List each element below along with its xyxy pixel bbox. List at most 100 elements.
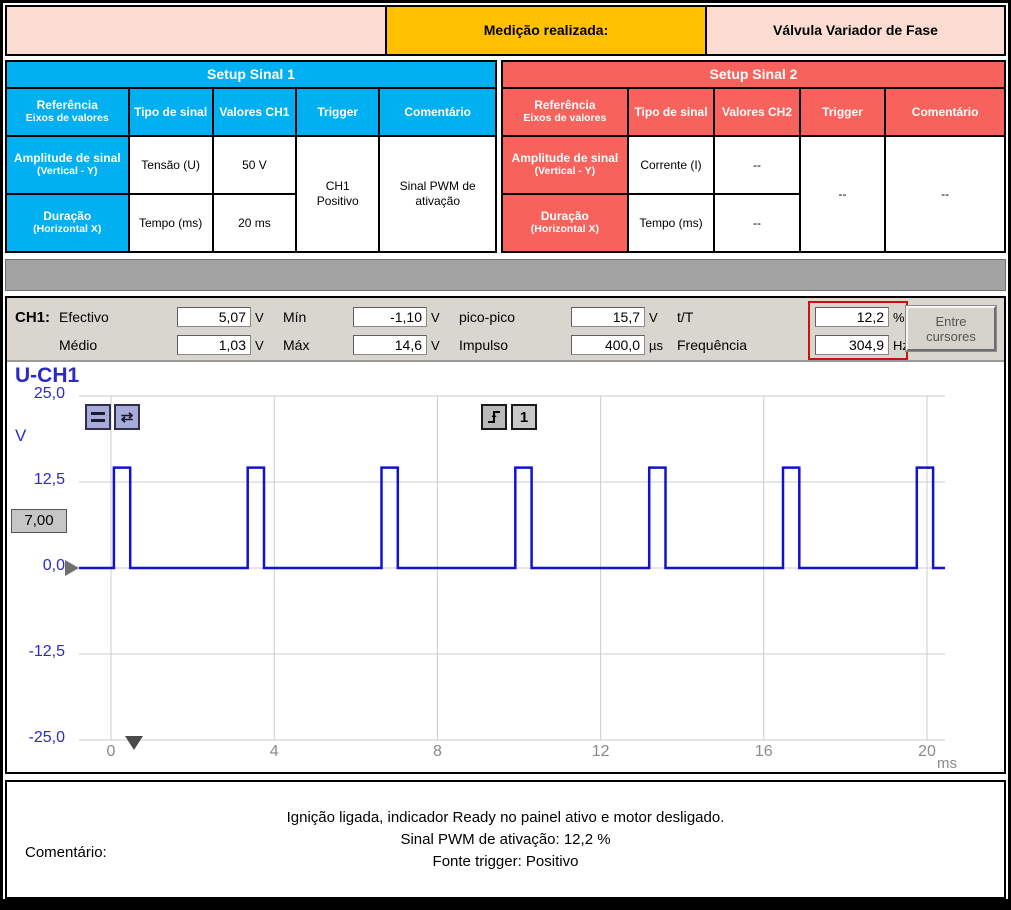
x-tick-label: 12 <box>591 743 610 761</box>
comment-text: Ignição ligada, indicador Ready no paine… <box>7 807 1004 873</box>
setup1-amplitude-tipo: Tensão (U) <box>127 134 214 195</box>
setup1-header-comentario: Comentário <box>378 86 497 137</box>
cell-line: CH1 Positivo <box>316 178 359 208</box>
setup1-duracao-valor: 20 ms <box>211 192 298 253</box>
label-medio: Médio <box>59 337 98 354</box>
comment-line: Sinal PWM de ativação: 12,2 % <box>400 830 611 848</box>
comment-line: Fonte trigger: Positivo <box>432 852 579 870</box>
setup1-trigger-value: CH1 Positivo <box>295 134 381 253</box>
unit-label: V <box>649 309 658 325</box>
trigger-buttons-group: 1 <box>481 404 537 431</box>
value-pico-pico: 15,7 <box>571 307 645 328</box>
y-tick-label: -12,5 <box>28 643 65 661</box>
y-tick-label: 0,0 <box>42 557 65 575</box>
label-impulso: Impulso <box>459 337 509 354</box>
y-axis-labels: 25,0 12,5 0,0 -12,5 -25,0 <box>7 362 71 772</box>
setup2-amplitude-valor: -- <box>713 134 801 195</box>
value-efectivo: 5,07 <box>177 307 251 328</box>
cell-line: (Horizontal X) <box>33 223 102 236</box>
channel-marker-icon <box>65 560 79 577</box>
cell-line: Referência <box>534 98 596 113</box>
oscilloscope-panel: CH1: Efectivo 5,07 V Mín -1,10 V pico-pi… <box>5 296 1006 775</box>
setup2-header-comentario: Comentário <box>884 86 1006 137</box>
setup2-row-amplitude-label: Amplitude de sinal (Vertical - Y) <box>501 134 629 195</box>
setup1-header-valores: Valores CH1 <box>211 86 298 137</box>
setup2-duracao-tipo: Tempo (ms) <box>626 192 716 253</box>
value-min: -1,10 <box>353 307 427 328</box>
setup1-duracao-tipo: Tempo (ms) <box>127 192 214 253</box>
cell-line: Duração <box>43 209 92 224</box>
setup-tables-row: Setup Sinal 1 Referência Eixos de valore… <box>5 59 1006 253</box>
setup1-amplitude-valor: 50 V <box>211 134 298 195</box>
unit-label: V <box>431 337 440 353</box>
footer-bar <box>3 899 1008 908</box>
cell-line: Sinal PWM de ativação <box>399 178 476 208</box>
cell-line: Amplitude de sinal <box>13 151 121 166</box>
setup1-row-duracao-label: Duração (Horizontal X) <box>5 192 130 253</box>
cursor-buttons-group: ⇄ <box>85 404 140 431</box>
value-impulso: 400,0 <box>571 335 645 356</box>
comment-line: Ignição ligada, indicador Ready no paine… <box>286 808 725 826</box>
x-tick-label: 20 <box>918 743 936 761</box>
chart-title: U-CH1 <box>15 364 80 388</box>
waveform-plot <box>79 395 945 741</box>
x-axis-unit: ms <box>937 755 957 773</box>
setup1-comentario-value: Sinal PWM de ativação <box>378 134 497 253</box>
value-max: 14,6 <box>353 335 427 356</box>
setup-sinal-1-table: Setup Sinal 1 Referência Eixos de valore… <box>5 59 497 253</box>
trigger-level-readout: 7,00 <box>11 509 67 534</box>
setup1-header-trigger: Trigger <box>295 86 381 137</box>
setup2-title: Setup Sinal 2 <box>501 59 1006 89</box>
y-axis-unit: V <box>15 426 27 446</box>
cursor-lines-icon <box>91 412 105 416</box>
cursor-lines-button[interactable] <box>85 404 111 431</box>
setup2-header-trigger: Trigger <box>798 86 887 137</box>
cell-line: Amplitude de sinal <box>511 151 619 166</box>
cell-line: Duração <box>540 209 589 224</box>
unit-label: % <box>893 309 905 325</box>
separator-bar <box>5 258 1006 292</box>
unit-label: µs <box>649 337 663 353</box>
cursor-arrows-button[interactable]: ⇄ <box>114 404 140 431</box>
unit-label: V <box>255 337 264 353</box>
x-axis-labels: 0 4 8 12 16 20 <box>7 743 1004 765</box>
header-empty-cell <box>7 7 385 54</box>
entre-cursores-button[interactable]: Entre cursores <box>906 306 996 352</box>
trigger-position-marker-icon <box>125 736 143 751</box>
header-measurement-value: Válvula Variador de Fase <box>707 7 1004 54</box>
y-tick-label: 25,0 <box>33 385 65 403</box>
report-header: Medição realizada: Válvula Variador de F… <box>5 5 1006 56</box>
x-tick-label: 8 <box>432 743 442 761</box>
label-t-sobre-T: t/T <box>677 309 694 326</box>
setup2-duracao-valor: -- <box>713 192 801 253</box>
y-tick-label: -25,0 <box>28 729 65 747</box>
trigger-edge-button[interactable] <box>481 404 507 431</box>
x-tick-label: 16 <box>754 743 773 761</box>
setup2-header-referencia: Referência Eixos de valores <box>501 86 629 137</box>
label-min: Mín <box>283 309 307 326</box>
measurement-strip: CH1: Efectivo 5,07 V Mín -1,10 V pico-pi… <box>7 298 1004 363</box>
setup2-header-tipo: Tipo de sinal <box>626 86 716 137</box>
x-tick-label: 0 <box>106 743 116 761</box>
unit-label: V <box>255 309 264 325</box>
cell-line: Referência <box>36 98 98 113</box>
unit-label: V <box>431 309 440 325</box>
value-medio: 1,03 <box>177 335 251 356</box>
trigger-source-button[interactable]: 1 <box>511 404 537 431</box>
label-frequencia: Frequência <box>677 337 748 354</box>
comment-box: Comentário: Ignição ligada, indicador Re… <box>5 780 1006 900</box>
setup1-row-amplitude-label: Amplitude de sinal (Vertical - Y) <box>5 134 130 195</box>
unit-label: Hz <box>893 337 909 353</box>
label-pico-pico: pico-pico <box>459 309 516 326</box>
y-tick-label: 12,5 <box>33 471 65 489</box>
setup1-header-referencia: Referência Eixos de valores <box>5 86 130 137</box>
setup1-header-tipo: Tipo de sinal <box>127 86 214 137</box>
cursor-arrows-icon: ⇄ <box>120 408 134 426</box>
value-t-sobre-T: 12,2 <box>815 307 889 328</box>
header-measurement-label: Medição realizada: <box>387 7 705 54</box>
label-efectivo: Efectivo <box>59 309 109 326</box>
x-tick-label: 4 <box>269 743 279 761</box>
setup2-trigger-value: -- <box>798 134 887 253</box>
setup2-amplitude-tipo: Corrente (I) <box>626 134 716 195</box>
